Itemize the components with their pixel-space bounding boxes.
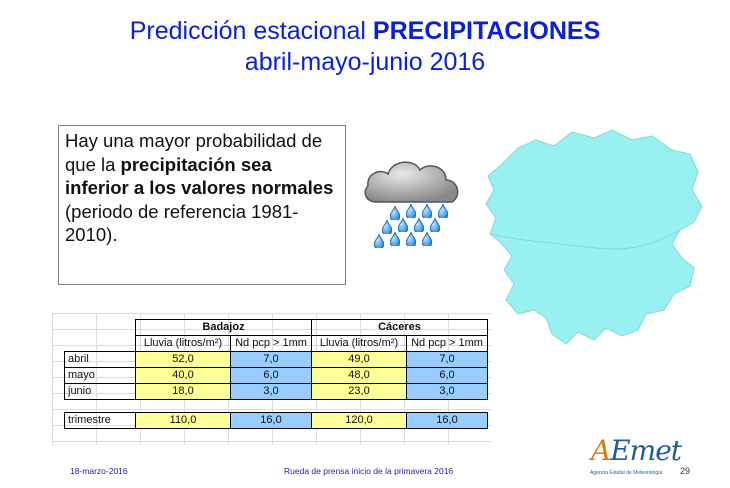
region-badajoz: Badajoz xyxy=(135,319,312,336)
title-bold: PRECIPITACIONES xyxy=(372,17,601,45)
subheader: Lluvia (litros/m²) xyxy=(311,335,407,352)
subheader: Nd pcp > 1mm xyxy=(230,335,312,352)
row-label: mayo xyxy=(64,367,136,384)
cell: 16,0 xyxy=(406,412,488,429)
title-line-1: Predicción estacional PRECIPITACIONES xyxy=(129,17,601,45)
cell: 49,0 xyxy=(311,351,407,368)
cell: 6,0 xyxy=(406,367,488,384)
cell: 7,0 xyxy=(406,351,488,368)
footer-date: 18-marzo-2016 xyxy=(70,466,128,476)
cell: 16,0 xyxy=(230,412,312,429)
cell: 120,0 xyxy=(311,412,407,429)
subheader: Lluvia (litros/m²) xyxy=(135,335,231,352)
cell: 3,0 xyxy=(406,383,488,400)
table-row: junio 18,0 3,0 23,0 3,0 xyxy=(64,383,488,400)
region-header-row: Badajoz Cáceres xyxy=(65,319,488,336)
cell: 110,0 xyxy=(135,412,231,429)
subheader: Nd pcp > 1mm xyxy=(406,335,488,352)
cell: 3,0 xyxy=(230,383,312,400)
table-row: mayo 40,0 6,0 48,0 6,0 xyxy=(64,367,488,384)
rain-cloud-icon xyxy=(364,161,459,248)
message-text-reference: (periodo de referencia 1981-2010). xyxy=(65,200,299,246)
cell: 6,0 xyxy=(230,367,312,384)
cell: 52,0 xyxy=(135,351,231,368)
row-label: abril xyxy=(64,351,136,368)
table-row: abril 52,0 7,0 49,0 7,0 xyxy=(64,351,488,368)
message-text-bold: precipitación sea inferior a los valores… xyxy=(65,153,334,199)
total-row: trimestre 110,0 16,0 120,0 16,0 xyxy=(64,412,488,429)
page-number: 29 xyxy=(680,466,691,476)
row-label: trimestre xyxy=(64,412,136,429)
forecast-message-box: Hay una mayor probabilidad de que la pre… xyxy=(58,125,346,285)
cell: 7,0 xyxy=(230,351,312,368)
precipitation-table: Badajoz Cáceres Lluvia (litros/m²) Nd pc… xyxy=(64,319,488,429)
logo-subtitle: Agencia Estatal de Meteorología xyxy=(590,470,663,476)
cell: 48,0 xyxy=(311,367,407,384)
title-line-2: abril-mayo-junio 2016 xyxy=(244,48,486,76)
cell: 23,0 xyxy=(311,383,407,400)
slide-title: Predicción estacional PRECIPITACIONES ab… xyxy=(0,16,730,78)
cell: 18,0 xyxy=(135,383,231,400)
aemet-logo: AEmet xyxy=(591,434,682,467)
region-map xyxy=(485,129,703,345)
subheader-row: Lluvia (litros/m²) Nd pcp > 1mm Lluvia (… xyxy=(65,335,488,352)
footer-event: Rueda de prensa inicio de la primavera 2… xyxy=(284,466,454,476)
region-caceres: Cáceres xyxy=(311,319,488,336)
cell: 40,0 xyxy=(135,367,231,384)
message-text-1: Hay una mayor probabilidad de que la xyxy=(65,130,323,175)
row-label: junio xyxy=(64,383,136,400)
